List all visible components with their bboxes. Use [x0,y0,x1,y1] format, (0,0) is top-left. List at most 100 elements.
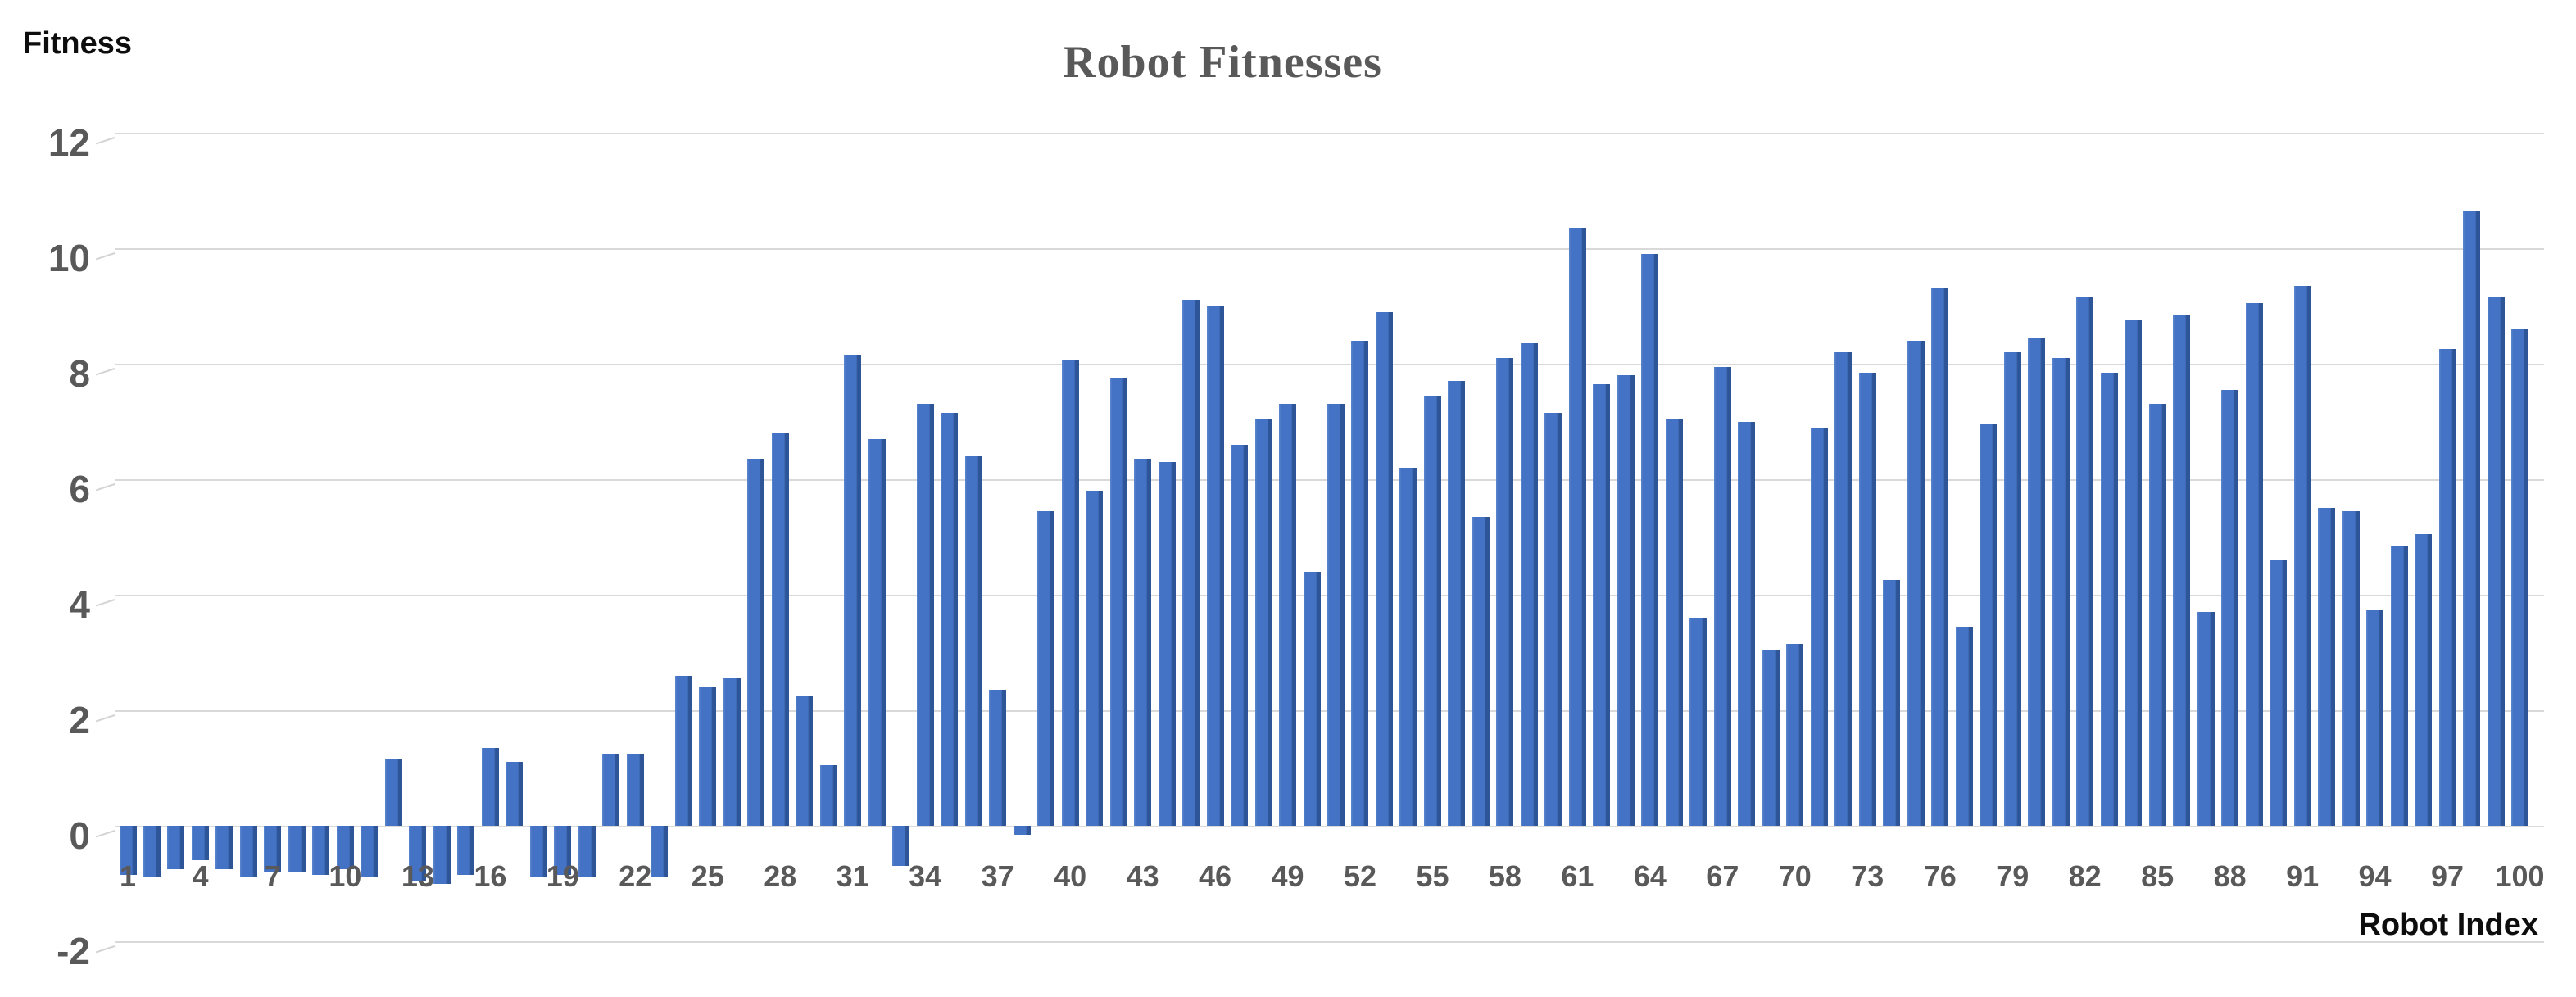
bar-robot-41 [1086,491,1104,826]
bar-robot-82 [2076,297,2094,826]
bar-robot-68 [1738,421,1756,826]
x-tick-label: 85 [2141,859,2175,893]
bar-robot-94 [2366,609,2384,826]
bar-robot-24 [674,675,692,826]
bar-robot-16 [481,747,499,826]
x-tick-label: 49 [1271,859,1304,893]
bar-robot-25 [699,687,717,826]
bar-robot-84 [2125,320,2143,826]
x-tick-label: 100 [2495,859,2545,893]
x-tick-label: 19 [546,859,579,893]
bar-robot-44 [1158,461,1176,826]
bar-robot-77 [1955,626,1973,826]
bar-robot-93 [2342,510,2360,826]
bar-robot-62 [1593,383,1611,826]
gridline [115,941,2544,943]
bar-robot-88 [2221,389,2239,826]
x-tick-label: 76 [1923,859,1957,893]
bar-robot-8 [288,826,306,872]
bar-robot-43 [1134,459,1152,826]
bar-robot-28 [771,433,789,826]
bar-robot-19 [554,826,572,875]
bar-robot-36 [964,455,982,826]
bar-robot-67 [1713,366,1731,826]
bar-robot-2 [143,826,161,878]
x-tick-label: 10 [329,859,362,893]
bar-robot-49 [1279,404,1297,826]
bar-robot-5 [215,826,234,869]
bar-robot-87 [2197,612,2215,826]
y-tick-label: 10 [48,237,90,279]
bar-robot-76 [1931,288,1949,826]
x-tick-label: 82 [2068,859,2102,893]
bar-robot-63 [1617,375,1635,826]
x-tick-label: 31 [836,859,869,893]
bar-robot-11 [361,826,379,878]
gridline [115,364,2544,365]
bar-robot-38 [1013,826,1031,835]
bar-robot-95 [2390,546,2408,826]
y-tick-label: 6 [69,468,90,510]
bar-robot-72 [1834,351,1853,826]
bar-robot-79 [2003,351,2021,826]
bar-robot-10 [336,826,354,869]
x-tick-label: 52 [1343,859,1376,893]
x-tick-label: 28 [764,859,797,893]
bar-robot-50 [1303,571,1321,826]
x-tick-label: 16 [474,859,507,893]
bar-robot-4 [191,826,209,861]
x-tick-label: 91 [2286,859,2320,893]
bar-robot-55 [1423,395,1441,826]
bar-robot-40 [1061,360,1079,826]
bar-robot-23 [651,826,669,878]
x-tick-label: 61 [1561,859,1594,893]
bar-robot-90 [2270,560,2288,826]
bar-robot-66 [1689,618,1708,826]
bar-robot-21 [602,753,620,826]
bar-robot-6 [239,826,257,878]
x-tick-label: 58 [1488,859,1522,893]
bar-robot-47 [1231,444,1249,826]
x-tick-label: 46 [1199,859,1232,893]
bar-robot-18 [529,826,547,878]
gridline-depth-tick [95,137,116,145]
x-tick-label: 13 [401,859,434,893]
bar-robot-85 [2148,404,2166,826]
bar-robot-15 [457,826,475,875]
x-tick-label: 4 [192,859,209,893]
chart-title: Robot Fitnesses [1063,37,1382,88]
y-tick-label: -2 [57,930,90,972]
bar-robot-96 [2415,533,2433,826]
x-tick-label: 94 [2358,859,2392,893]
x-tick-label: 67 [1706,859,1739,893]
bar-robot-71 [1810,427,1828,826]
gridline-depth-tick [95,714,116,723]
bar-robot-98 [2463,211,2481,826]
y-tick-label: 0 [69,814,90,857]
bar-robot-45 [1182,300,1200,826]
bar-robot-3 [167,826,185,869]
x-tick-label: 97 [2431,859,2465,893]
x-tick-label: 70 [1778,859,1812,893]
bar-robot-26 [723,678,741,826]
bar-robot-42 [1109,378,1127,826]
bar-robot-57 [1472,516,1490,826]
bar-robot-37 [989,690,1007,826]
bar-robot-34 [916,404,934,826]
bar-robot-27 [747,459,765,826]
gridline [115,133,2544,134]
bar-robot-32 [868,438,886,826]
bar-robot-100 [2511,329,2528,826]
bar-robot-30 [819,764,837,826]
gridline-depth-tick [95,945,116,954]
x-tick-label: 55 [1416,859,1449,893]
bar-robot-92 [2318,508,2336,826]
x-tick-label: 64 [1633,859,1667,893]
bar-robot-9 [312,826,330,875]
bar-robot-1 [119,826,137,875]
bar-robot-31 [844,355,862,826]
bar-robot-81 [2052,357,2070,826]
bar-robot-83 [2100,372,2118,826]
x-tick-label: 37 [981,859,1014,893]
